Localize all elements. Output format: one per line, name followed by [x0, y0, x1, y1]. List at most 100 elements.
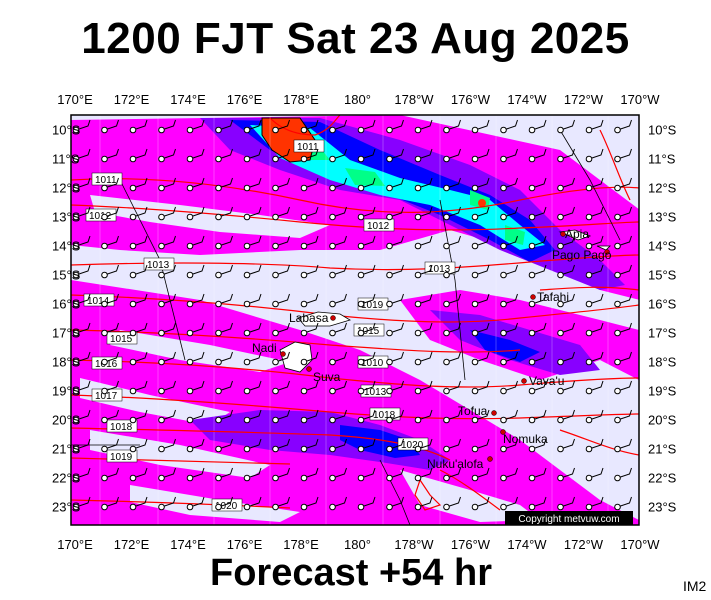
forecast-label: Forecast +54 hr — [210, 552, 492, 594]
place-markers — [280, 231, 610, 462]
wind-barb — [471, 206, 490, 221]
wind-barb — [186, 148, 205, 163]
wind-barb — [158, 206, 176, 221]
wind-barb — [158, 496, 176, 511]
wind-barb — [158, 177, 176, 192]
wind-barb — [186, 409, 205, 424]
longitude-label-top: 172°W — [563, 92, 604, 107]
longitude-label-bottom: 180° — [344, 537, 371, 552]
wind-barb — [300, 235, 319, 250]
wind-barb — [329, 322, 347, 337]
isobar-label: 1020 — [401, 440, 424, 451]
latitude-label-right: 14°S — [648, 238, 677, 254]
isobar-label: 1015 — [110, 334, 133, 345]
wind-barb — [528, 322, 547, 337]
wind-barb — [557, 148, 575, 163]
latitude-label-left: 10°S — [52, 122, 81, 138]
wind-barb — [414, 206, 433, 221]
longitude-label-top: 174°W — [507, 92, 547, 107]
wind-barb — [158, 235, 176, 250]
wind-barb — [557, 119, 575, 134]
wind-barb — [471, 148, 490, 163]
wind-barb — [129, 467, 148, 482]
wind-barb — [129, 409, 148, 424]
islands — [279, 229, 611, 373]
wind-barb — [500, 235, 518, 250]
wind-barb — [272, 235, 290, 250]
wind-barb — [272, 293, 290, 308]
wind-barb — [585, 351, 604, 366]
isobar-label: 1011 — [95, 175, 117, 186]
wind-barb — [329, 496, 347, 511]
wind-barb — [414, 235, 433, 250]
wind-barb — [215, 409, 233, 424]
wind-barb — [557, 322, 575, 337]
wind-barb — [357, 206, 376, 221]
place-label: Tafahi — [537, 290, 569, 304]
wind-barb — [357, 148, 376, 163]
wind-barb — [72, 322, 91, 337]
wind-barb — [186, 438, 205, 453]
wind-barb — [72, 438, 91, 453]
wind-barb — [443, 177, 461, 192]
wind-barb — [272, 119, 290, 134]
wind-barb — [300, 148, 319, 163]
place-label: Nadi — [252, 341, 277, 355]
wind-barb — [186, 467, 205, 482]
wind-barb — [443, 322, 461, 337]
wind-barb — [585, 119, 604, 134]
wind-barb — [357, 438, 376, 453]
isobar-label: 1017 — [95, 391, 118, 402]
wind-barb — [357, 119, 376, 134]
wind-barb — [443, 467, 461, 482]
wind-barb — [329, 119, 347, 134]
wind-barb — [243, 467, 262, 482]
wind-barb — [272, 148, 290, 163]
copyright-badge: Copyright metvuw.com — [505, 511, 633, 525]
wind-barb — [101, 264, 119, 279]
wind-barb — [72, 264, 91, 279]
place-label: Vava'u — [529, 374, 564, 388]
wind-barb — [72, 351, 91, 366]
wind-barb — [243, 380, 262, 395]
wind-barb — [500, 467, 518, 482]
wind-barb — [414, 409, 433, 424]
wind-barb — [557, 438, 575, 453]
wind-barb — [101, 467, 119, 482]
wind-barb — [614, 409, 632, 424]
wind-barb — [528, 496, 547, 511]
wind-barb — [129, 351, 148, 366]
wind-barb — [215, 496, 233, 511]
wind-barb — [357, 235, 376, 250]
wind-barb — [329, 264, 347, 279]
wind-barb — [329, 438, 347, 453]
wind-barb — [243, 409, 262, 424]
wind-barb — [101, 380, 119, 395]
isobar-label: 1019 — [110, 452, 133, 463]
isobar-label: 1012 — [367, 221, 390, 232]
wind-barb — [528, 119, 547, 134]
longitude-label-bottom: 178°E — [283, 537, 319, 552]
wind-barb — [528, 293, 547, 308]
longitude-label-top: 178°E — [283, 92, 319, 107]
wind-barb — [528, 177, 547, 192]
wind-barb — [357, 380, 376, 395]
wind-barb — [243, 206, 262, 221]
longitude-label-bottom: 176°W — [450, 537, 491, 552]
wind-barb — [528, 148, 547, 163]
wind-barb — [585, 148, 604, 163]
wind-barb — [158, 293, 176, 308]
trough-lines — [71, 129, 621, 525]
wind-barb — [215, 380, 233, 395]
place-label: Nuku'alofa — [427, 457, 484, 471]
wind-barb — [557, 206, 575, 221]
wind-barb — [329, 177, 347, 192]
wind-barb — [272, 177, 290, 192]
longitude-label-top: 170°W — [620, 92, 660, 107]
wind-barb — [585, 409, 604, 424]
wind-barb — [300, 264, 319, 279]
wind-barb — [471, 496, 490, 511]
wind-barb — [528, 380, 547, 395]
wind-barb — [300, 438, 319, 453]
wind-barb — [471, 438, 490, 453]
